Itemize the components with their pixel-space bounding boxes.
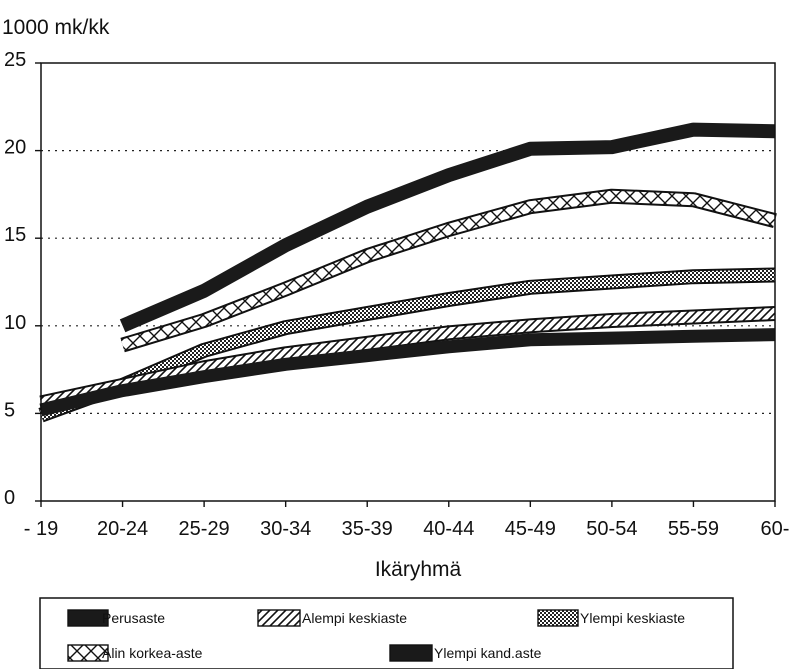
legend-label: Ylempi keskiaste — [580, 610, 685, 626]
y-tick-label: 25 — [4, 49, 26, 71]
series-lines — [38, 122, 777, 423]
series-line — [39, 328, 776, 417]
legend-box — [39, 597, 734, 669]
legend-swatch — [257, 609, 301, 627]
legend-label: Perusaste — [102, 610, 165, 626]
x-tick-label: 55-59 — [668, 518, 719, 540]
legend: Perusaste Alempi keskiaste Ylempi keskiast… — [39, 597, 734, 669]
x-tick-label: 40-44 — [423, 518, 474, 540]
legend-label: Alin korkea-aste — [102, 645, 203, 661]
x-tick-label: 30-34 — [260, 518, 311, 540]
legend-label: Alempi keskiaste — [302, 610, 407, 626]
legend-swatch — [389, 644, 433, 662]
series-line — [39, 308, 776, 409]
x-tick-label: - 19 — [24, 518, 58, 540]
x-tick-label: 60- — [761, 518, 790, 540]
x-axis-title: Ikäryhmä — [375, 558, 462, 581]
legend-swatch — [67, 644, 109, 662]
series-line — [121, 190, 777, 351]
y-tick-label: 10 — [4, 312, 26, 334]
series-line — [39, 269, 776, 421]
x-tick-label: 50-54 — [586, 518, 637, 540]
series-line — [119, 122, 776, 333]
x-axis-ticks: - 19 20-24 25-29 30-34 35-39 40-44 45-49 50-54 5… — [24, 501, 790, 540]
x-tick-label: 25-29 — [179, 518, 230, 540]
y-tick-label: 5 — [4, 399, 15, 421]
y-tick-label: 20 — [4, 137, 26, 159]
legend-label: Ylempi kand.aste — [434, 645, 542, 661]
x-tick-label: 45-49 — [505, 518, 556, 540]
series-1 — [39, 306, 776, 411]
y-axis-title: 1000 mk/kk — [2, 16, 110, 39]
y-tick-label: 15 — [4, 224, 26, 246]
plot-frame — [40, 62, 776, 502]
y-axis-ticks: 0 5 10 15 20 25 — [4, 49, 41, 509]
series-3 — [120, 188, 777, 353]
series-0 — [39, 328, 776, 417]
series-4 — [119, 122, 776, 333]
legend-swatch — [537, 609, 579, 627]
x-tick-label: 20-24 — [97, 518, 148, 540]
x-tick-label: 35-39 — [342, 518, 393, 540]
series-2 — [38, 267, 776, 423]
legend-swatch — [67, 609, 109, 627]
y-tick-label: 0 — [4, 487, 15, 509]
